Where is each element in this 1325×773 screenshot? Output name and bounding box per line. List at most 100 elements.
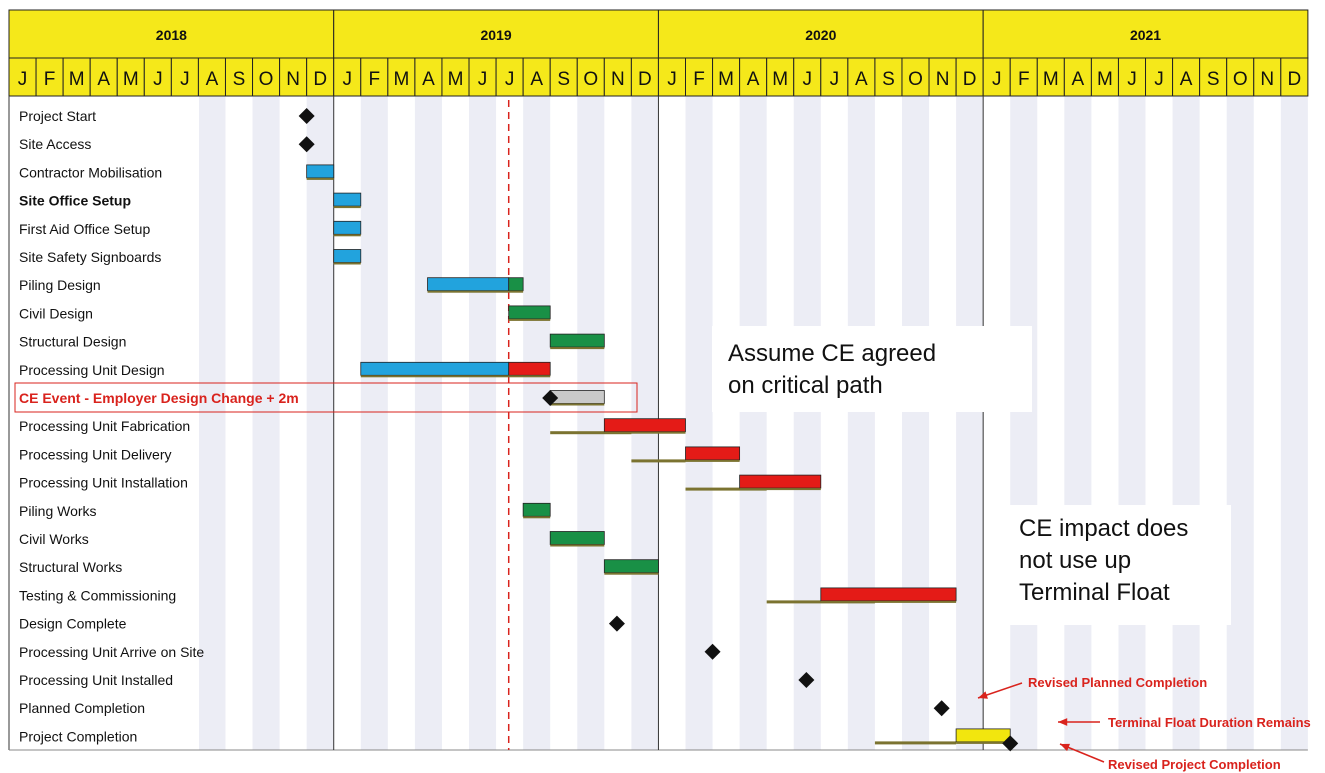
- month-stripe: [523, 96, 551, 750]
- month-header-cell: [847, 57, 876, 97]
- task-bar-shadow: [550, 544, 605, 547]
- task-bar-non-critical: [603, 559, 659, 574]
- month-stripe: [577, 96, 605, 750]
- month-label: D: [963, 69, 977, 90]
- month-header-cell: [1036, 57, 1065, 97]
- month-header-cell: [603, 57, 632, 97]
- month-label: J: [1154, 69, 1164, 90]
- milestone-diamond: [608, 615, 625, 632]
- month-label: A: [530, 69, 543, 90]
- milestone-diamond: [798, 672, 815, 688]
- month-label: O: [259, 69, 274, 90]
- month-label: J: [830, 69, 840, 90]
- month-stripe: [847, 96, 875, 750]
- baseline-bar: [631, 459, 686, 463]
- month-header-cell: [1226, 57, 1255, 97]
- task-bar-non-critical: [508, 305, 551, 320]
- month-header-cell: [197, 57, 226, 97]
- task-label: Project Completion: [19, 728, 137, 744]
- month-label: M: [69, 69, 85, 90]
- task-bar-shadow: [360, 375, 509, 378]
- month-label: D: [1287, 69, 1301, 90]
- callout-ce-agreed-line-2: on critical path: [728, 372, 883, 399]
- month-stripe: [198, 96, 226, 750]
- task-bar-shadow: [820, 600, 957, 603]
- month-label: F: [369, 69, 381, 90]
- callout-ce-agreed-line-1: Assume CE agreed: [728, 340, 937, 367]
- task-bar-float: [955, 728, 1011, 743]
- month-header-cell: [1090, 57, 1119, 97]
- month-header-cell: [35, 57, 64, 97]
- month-label: A: [1180, 69, 1193, 90]
- month-header-cell: [657, 57, 687, 97]
- task-bar-non-critical: [549, 333, 605, 348]
- month-label: J: [153, 69, 163, 90]
- year-label: 2019: [481, 27, 512, 43]
- month-label: J: [478, 69, 488, 90]
- month-label: J: [18, 69, 28, 90]
- month-header-cell: [1145, 57, 1174, 97]
- task-bar-shadow: [427, 290, 509, 293]
- month-label: M: [772, 69, 788, 90]
- task-bar-ce-event: [549, 390, 605, 404]
- task-label-area: [9, 96, 199, 750]
- task-bar-shadow: [956, 741, 1011, 744]
- month-label: J: [343, 69, 353, 90]
- month-header-cell: [739, 57, 768, 97]
- month-header-cell: [1009, 57, 1038, 97]
- task-bar-shadow: [550, 347, 605, 350]
- task-bar-shadow: [333, 262, 361, 265]
- task-bar-shadow: [508, 318, 551, 321]
- task-label: Testing & Commissioning: [19, 587, 176, 603]
- month-header-cell: [630, 57, 659, 97]
- month-label: J: [667, 69, 677, 90]
- month-header-cell: [143, 57, 172, 97]
- task-label: Site Office Setup: [19, 193, 131, 209]
- month-label: S: [233, 69, 246, 90]
- annotation-arrow-head: [978, 691, 988, 699]
- task-label: Processing Unit Design: [19, 362, 165, 378]
- callout-ce-impact-line-1: CE impact does: [1019, 515, 1189, 542]
- callout-ce-agreed: Assume CE agreed on critical path: [712, 326, 1032, 412]
- month-header-cell: [1063, 57, 1092, 97]
- year-header-cell: [982, 9, 1309, 59]
- month-header-cell: [820, 57, 849, 97]
- annotation-arrow-head: [1060, 743, 1070, 752]
- month-stripe: [306, 96, 334, 750]
- month-header-cell: [955, 57, 984, 97]
- annotation-arrow-head: [1058, 718, 1068, 726]
- month-label: S: [882, 69, 895, 90]
- month-stripe: [360, 96, 388, 750]
- month-label: N: [286, 69, 300, 90]
- task-bar-critical: [685, 446, 741, 461]
- task-bar-critical: [603, 418, 686, 433]
- month-label: D: [638, 69, 652, 90]
- month-label: J: [1127, 69, 1137, 90]
- task-bar-completed: [333, 220, 362, 235]
- month-header-cell: [414, 57, 443, 97]
- month-label: O: [583, 69, 598, 90]
- year-label: 2018: [156, 27, 187, 43]
- month-header-cell: [1172, 57, 1201, 97]
- year-label: 2021: [1130, 27, 1161, 43]
- task-label: CE Event - Employer Design Change + 2m: [19, 390, 299, 406]
- milestone-diamond: [542, 390, 559, 406]
- month-label: F: [1018, 69, 1030, 90]
- month-stripe: [1280, 96, 1308, 750]
- task-bar-shadow: [604, 572, 659, 575]
- callout-ce-impact-line-3: Terminal Float: [1019, 579, 1170, 606]
- month-header-cell: [685, 57, 714, 97]
- task-label: Project Start: [19, 108, 96, 124]
- task-bar-shadow: [333, 234, 361, 237]
- month-header-cell: [901, 57, 930, 97]
- task-label: First Aid Office Setup: [19, 221, 150, 237]
- month-label: A: [422, 69, 435, 90]
- month-label: N: [611, 69, 625, 90]
- month-label: N: [1260, 69, 1274, 90]
- month-label: A: [855, 69, 868, 90]
- month-label: J: [505, 69, 515, 90]
- month-stripe: [793, 96, 821, 750]
- task-bar-shadow: [550, 403, 605, 406]
- month-header-cell: [1280, 57, 1309, 97]
